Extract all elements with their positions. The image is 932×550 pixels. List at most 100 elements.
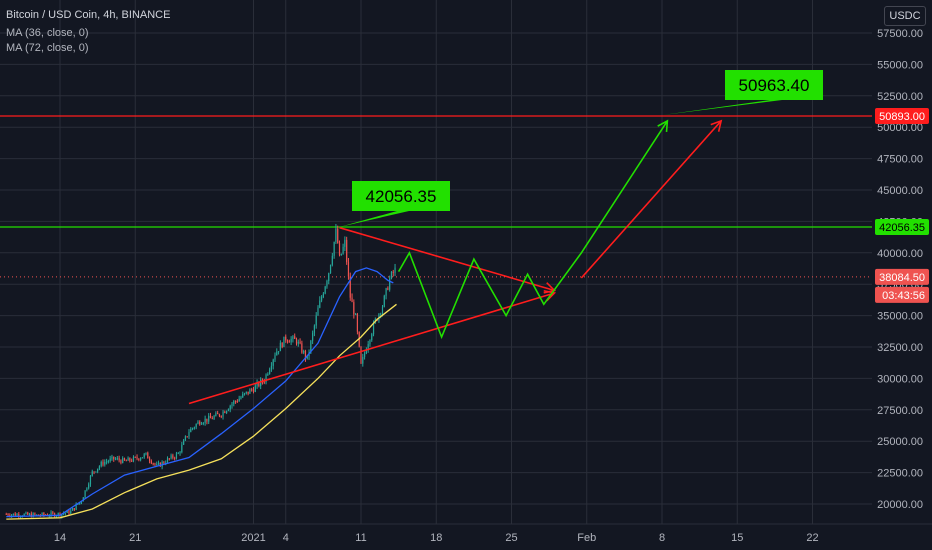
- candle-down: [18, 514, 20, 517]
- candle-down: [356, 314, 359, 332]
- candle-up: [80, 501, 83, 503]
- candle-up: [328, 273, 330, 281]
- candle-up: [380, 313, 382, 315]
- candle-down: [234, 401, 237, 403]
- projected-arrow-head-green: [657, 119, 669, 132]
- candle-up: [181, 444, 183, 453]
- candle-up: [365, 350, 367, 354]
- candle-up: [276, 351, 278, 356]
- candle-up: [297, 341, 299, 344]
- triangle-upper-line: [339, 226, 555, 292]
- price-tick-label: 50000.00: [877, 122, 923, 134]
- projected-path-red: [580, 120, 722, 279]
- candle-up: [383, 295, 385, 307]
- candle-down: [209, 415, 212, 419]
- price-tick-label: 25000.00: [877, 436, 923, 448]
- candle-down: [301, 343, 303, 353]
- candle-down: [349, 276, 351, 298]
- candle-up: [32, 513, 34, 517]
- candle-down: [102, 461, 104, 465]
- candle-up: [23, 513, 25, 517]
- candle-up: [177, 453, 179, 455]
- candle-up: [48, 515, 50, 517]
- candle-up: [36, 514, 38, 516]
- price-tick-label: 57500.00: [877, 28, 923, 40]
- moving-averages: [6, 267, 397, 520]
- ma72-legend[interactable]: MA (72, close, 0): [6, 42, 89, 54]
- candle-up: [89, 475, 92, 485]
- ma36-legend[interactable]: MA (36, close, 0): [6, 27, 89, 39]
- currency-badge[interactable]: USDC: [884, 6, 926, 26]
- time-tick-label: 18: [430, 532, 442, 544]
- drawing-annotations: 42056.35 50963.40: [188, 70, 823, 405]
- candle-down: [68, 510, 70, 514]
- candle-up: [84, 490, 86, 498]
- triangle-arrow-head: [543, 289, 557, 302]
- candle-down: [199, 421, 201, 425]
- candle-up: [238, 398, 240, 402]
- candle-up: [331, 255, 333, 265]
- candle-down: [299, 341, 301, 344]
- red-level-tag-label: 50893.00: [879, 111, 925, 123]
- candle-up: [390, 271, 393, 279]
- candle-up: [193, 427, 195, 429]
- candle-up: [279, 342, 281, 352]
- candle-up: [342, 246, 344, 254]
- candle-up: [183, 440, 185, 445]
- candle-up: [385, 288, 387, 296]
- candle-up: [107, 461, 109, 463]
- price-tick-label: 55000.00: [877, 59, 923, 71]
- candle-up: [245, 391, 247, 394]
- candle-down: [295, 338, 298, 344]
- candle-down: [163, 461, 165, 464]
- candle-up: [362, 356, 364, 364]
- current-price-tag: [875, 268, 929, 285]
- candle-up: [88, 484, 90, 489]
- candle-up: [233, 401, 235, 404]
- candle-down: [217, 413, 219, 415]
- candle-up: [66, 510, 68, 513]
- candle-down: [150, 460, 152, 464]
- candle-down: [37, 514, 40, 516]
- green-level-tag: [875, 218, 929, 235]
- candle-down: [152, 463, 154, 465]
- candle-up: [371, 334, 373, 341]
- candle-up: [114, 458, 117, 460]
- candle-up: [55, 515, 58, 517]
- price-tick-label: 30000.00: [877, 373, 923, 385]
- candle-up: [267, 373, 269, 375]
- candle-up: [319, 300, 321, 308]
- price-tick-label: 40000.00: [877, 248, 923, 260]
- candle-down: [224, 411, 226, 413]
- candle-up: [70, 510, 72, 514]
- candle-up: [222, 411, 224, 417]
- candle-down: [138, 458, 140, 460]
- candle-up: [340, 253, 342, 256]
- candle-up: [260, 379, 262, 386]
- candle-up: [71, 508, 74, 511]
- candle-down: [252, 389, 255, 392]
- price-axis[interactable]: 20000.00 22500.00 25000.00 27500.00 30000.00…: [875, 28, 929, 511]
- callout-target-label: 50963.40: [739, 76, 810, 95]
- candle-down: [147, 452, 149, 459]
- time-tick-label: 2021: [241, 532, 265, 544]
- price-tick-label: 35000.00: [877, 311, 923, 323]
- candle-up: [57, 513, 59, 516]
- candle-down: [30, 513, 32, 517]
- candle-up: [240, 397, 242, 399]
- time-axis[interactable]: 14 21 2021 4 11 18 25 Feb 8 15 22: [0, 523, 932, 544]
- candle-up: [270, 365, 273, 370]
- candle-down: [73, 508, 75, 510]
- current-price-tag-label: 38084.50: [879, 272, 925, 284]
- candle-up: [175, 453, 178, 459]
- candle-down: [247, 391, 249, 394]
- candle-up: [98, 466, 101, 469]
- candle-up: [274, 355, 276, 360]
- candle-up: [322, 293, 324, 298]
- candle-up: [231, 403, 233, 406]
- candle-up: [317, 307, 319, 316]
- candle-down: [263, 381, 265, 383]
- candle-down: [129, 457, 131, 461]
- symbol-title: Bitcoin / USD Coin, 4h, BINANCE: [6, 8, 170, 22]
